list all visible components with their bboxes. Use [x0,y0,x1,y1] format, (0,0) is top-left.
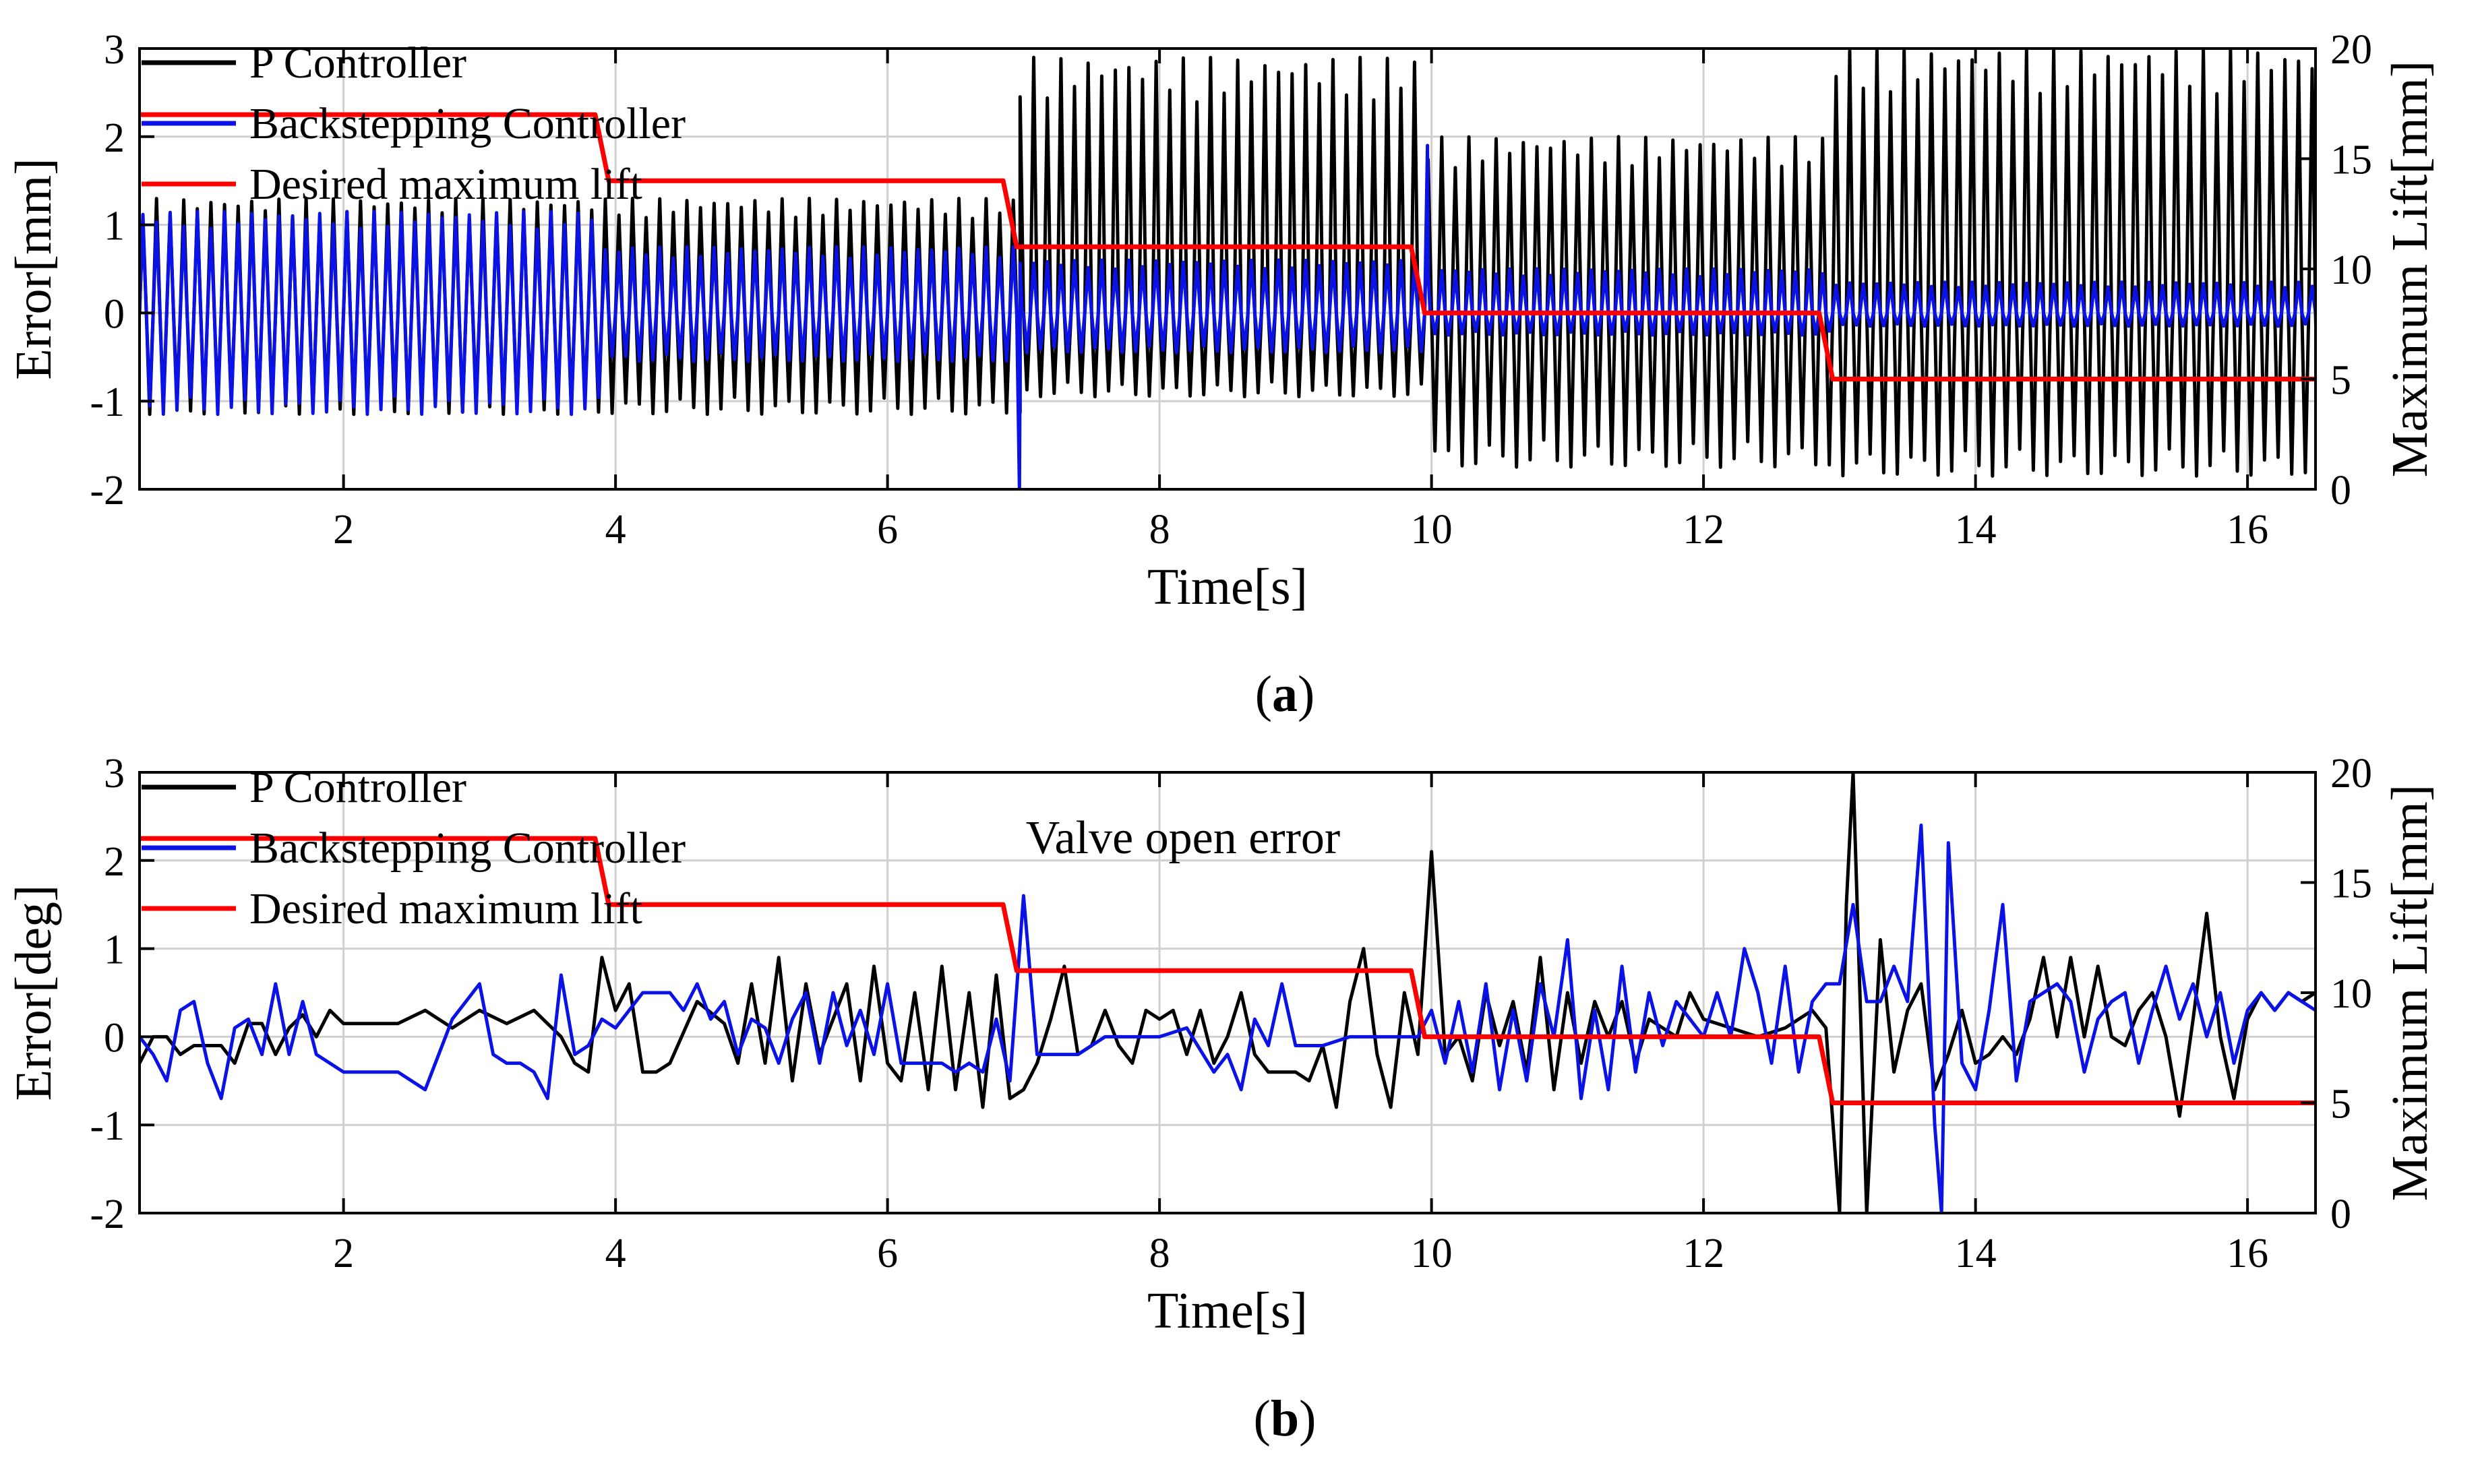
x-tick-label: 6 [877,507,898,553]
y-tick-label-left: 2 [104,839,125,885]
y-tick-label-right: 0 [2330,1192,2351,1237]
x-tick-label: 4 [605,507,626,553]
x-tick-label: 8 [1149,507,1170,553]
x-tick-label: 6 [877,1231,898,1276]
y-tick-label-right: 10 [2330,247,2372,293]
annotation-text: Valve open error [1026,812,1340,864]
caption-paren: ( [1254,1390,1271,1447]
x-tick-label: 10 [1411,1231,1453,1276]
y-tick-label-right: 5 [2330,358,2351,404]
series-line-backstepping-controller [140,824,2316,1213]
x-tick-label: 4 [605,1231,626,1276]
y-tick-label-right: 10 [2330,971,2372,1017]
x-tick-label: 14 [1955,507,1997,553]
legend-label: Backstepping Controller [249,824,686,873]
x-tick-label: 2 [333,507,354,553]
legend-label: Backstepping Controller [249,99,686,148]
legend-label: Desired maximum lift [249,884,642,933]
y-axis-label-right: Maximum Lift[mm] [2382,784,2438,1201]
x-axis-label: Time[s] [1147,559,1308,615]
caption-paren: ) [1299,1390,1316,1447]
series-line-desired-maximum-lift [140,112,2316,381]
y-axis-label-right: Maximum Lift[mm] [2382,61,2438,477]
panel-caption: (a) [1255,666,1315,722]
y-tick-label-right: 15 [2330,137,2372,183]
caption-paren: ) [1298,666,1314,722]
y-tick-label-left: -2 [90,468,125,514]
y-tick-label-right: 20 [2330,27,2372,73]
y-tick-label-left: 1 [104,927,125,973]
y-tick-label-right: 0 [2330,468,2351,514]
caption-paren: ( [1255,666,1272,722]
y-tick-label-left: 0 [104,291,125,337]
x-tick-label: 16 [2227,507,2268,553]
y-tick-label-right: 5 [2330,1082,2351,1127]
y-tick-label-left: 3 [104,27,125,73]
y-tick-label-left: 0 [104,1015,125,1061]
series-line-desired-maximum-lift [140,836,2316,1105]
x-tick-label: 8 [1149,1231,1170,1276]
x-tick-label: 12 [1683,507,1724,553]
x-tick-label: 14 [1955,1231,1997,1276]
y-axis-label-left: Error[deg] [5,885,62,1101]
y-tick-label-left: 1 [104,204,125,249]
x-axis-label: Time[s] [1147,1282,1308,1339]
y-tick-label-right: 15 [2330,861,2372,907]
y-tick-label-left: -1 [90,379,125,425]
x-tick-label: 10 [1411,507,1453,553]
legend-label: Desired maximum lift [249,160,642,209]
caption-letter: b [1271,1390,1299,1447]
x-tick-label: 16 [2227,1231,2268,1276]
y-tick-label-left: 2 [104,115,125,161]
caption-letter: a [1272,666,1298,722]
y-tick-label-left: -1 [90,1103,125,1149]
panel-caption: (b) [1254,1390,1317,1447]
legend-label: P Controller [249,763,466,812]
y-tick-label-left: -2 [90,1192,125,1237]
series-line-backstepping-controller [140,144,2316,489]
y-tick-label-right: 20 [2330,751,2372,797]
y-axis-label-left: Error[mm] [5,158,62,379]
plot-area-b [140,772,2316,1213]
legend-label: P Controller [249,38,466,88]
x-tick-label: 12 [1683,1231,1724,1276]
y-tick-label-left: 3 [104,751,125,797]
x-tick-label: 2 [333,1231,354,1276]
